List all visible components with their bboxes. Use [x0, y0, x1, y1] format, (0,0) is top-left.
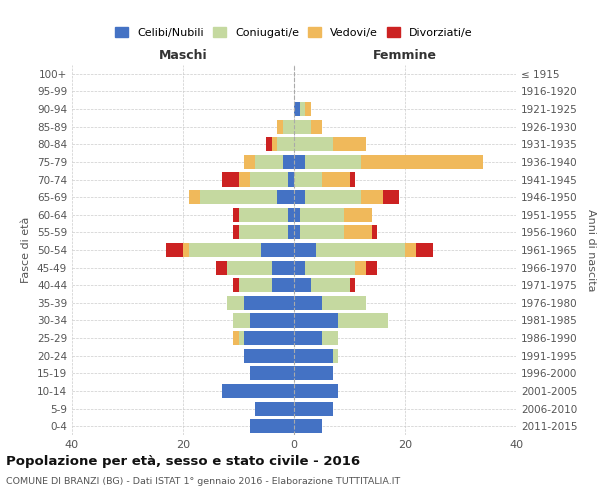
- Bar: [255, 402, 294, 415]
- Bar: [289, 226, 294, 239]
- Bar: [166, 243, 183, 257]
- Bar: [250, 314, 294, 328]
- Bar: [233, 314, 250, 328]
- Bar: [277, 190, 294, 204]
- Bar: [244, 348, 294, 363]
- Bar: [311, 278, 349, 292]
- Text: Popolazione per età, sesso e stato civile - 2016: Popolazione per età, sesso e stato civil…: [6, 455, 360, 468]
- Bar: [305, 190, 361, 204]
- Bar: [294, 348, 333, 363]
- Bar: [188, 190, 200, 204]
- Text: Maschi: Maschi: [158, 50, 208, 62]
- Bar: [294, 155, 305, 169]
- Y-axis label: Fasce di età: Fasce di età: [22, 217, 31, 283]
- Bar: [244, 155, 255, 169]
- Bar: [250, 172, 289, 186]
- Bar: [322, 296, 366, 310]
- Bar: [255, 155, 283, 169]
- Bar: [333, 348, 338, 363]
- Bar: [366, 260, 377, 274]
- Bar: [283, 120, 294, 134]
- Bar: [289, 172, 294, 186]
- Bar: [344, 208, 372, 222]
- Bar: [272, 260, 294, 274]
- Bar: [305, 260, 355, 274]
- Bar: [305, 155, 361, 169]
- Bar: [294, 190, 305, 204]
- Bar: [244, 331, 294, 345]
- Bar: [299, 226, 344, 239]
- Bar: [250, 419, 294, 433]
- Bar: [266, 137, 272, 152]
- Bar: [294, 243, 316, 257]
- Bar: [277, 137, 294, 152]
- Bar: [338, 314, 388, 328]
- Legend: Celibi/Nubili, Coniugati/e, Vedovi/e, Divorziati/e: Celibi/Nubili, Coniugati/e, Vedovi/e, Di…: [111, 22, 477, 42]
- Bar: [361, 155, 483, 169]
- Bar: [294, 120, 311, 134]
- Bar: [239, 331, 244, 345]
- Bar: [272, 137, 277, 152]
- Bar: [294, 208, 299, 222]
- Bar: [294, 314, 338, 328]
- Bar: [405, 243, 416, 257]
- Bar: [372, 226, 377, 239]
- Bar: [260, 243, 294, 257]
- Bar: [294, 296, 322, 310]
- Bar: [227, 260, 272, 274]
- Text: Femmine: Femmine: [373, 50, 437, 62]
- Bar: [361, 190, 383, 204]
- Bar: [289, 208, 294, 222]
- Bar: [216, 260, 227, 274]
- Bar: [294, 402, 333, 415]
- Bar: [311, 120, 322, 134]
- Bar: [222, 384, 294, 398]
- Bar: [239, 226, 289, 239]
- Bar: [344, 226, 372, 239]
- Bar: [355, 260, 366, 274]
- Bar: [239, 208, 289, 222]
- Bar: [277, 120, 283, 134]
- Bar: [322, 172, 349, 186]
- Bar: [294, 102, 299, 116]
- Bar: [294, 366, 333, 380]
- Bar: [333, 137, 366, 152]
- Bar: [294, 331, 322, 345]
- Bar: [188, 243, 260, 257]
- Bar: [183, 243, 188, 257]
- Bar: [233, 208, 239, 222]
- Bar: [233, 331, 239, 345]
- Bar: [349, 278, 355, 292]
- Bar: [349, 172, 355, 186]
- Bar: [283, 155, 294, 169]
- Bar: [294, 137, 333, 152]
- Bar: [299, 208, 344, 222]
- Bar: [227, 296, 244, 310]
- Bar: [322, 331, 338, 345]
- Bar: [294, 226, 299, 239]
- Bar: [294, 419, 322, 433]
- Bar: [316, 243, 405, 257]
- Bar: [239, 172, 250, 186]
- Bar: [239, 278, 272, 292]
- Bar: [250, 366, 294, 380]
- Bar: [294, 278, 311, 292]
- Bar: [244, 296, 294, 310]
- Bar: [294, 384, 338, 398]
- Bar: [305, 102, 311, 116]
- Bar: [200, 190, 277, 204]
- Bar: [272, 278, 294, 292]
- Bar: [416, 243, 433, 257]
- Bar: [233, 226, 239, 239]
- Bar: [299, 102, 305, 116]
- Bar: [222, 172, 239, 186]
- Bar: [233, 278, 239, 292]
- Y-axis label: Anni di nascita: Anni di nascita: [586, 209, 596, 291]
- Bar: [294, 260, 305, 274]
- Bar: [294, 172, 322, 186]
- Text: COMUNE DI BRANZI (BG) - Dati ISTAT 1° gennaio 2016 - Elaborazione TUTTITALIA.IT: COMUNE DI BRANZI (BG) - Dati ISTAT 1° ge…: [6, 478, 400, 486]
- Bar: [383, 190, 400, 204]
